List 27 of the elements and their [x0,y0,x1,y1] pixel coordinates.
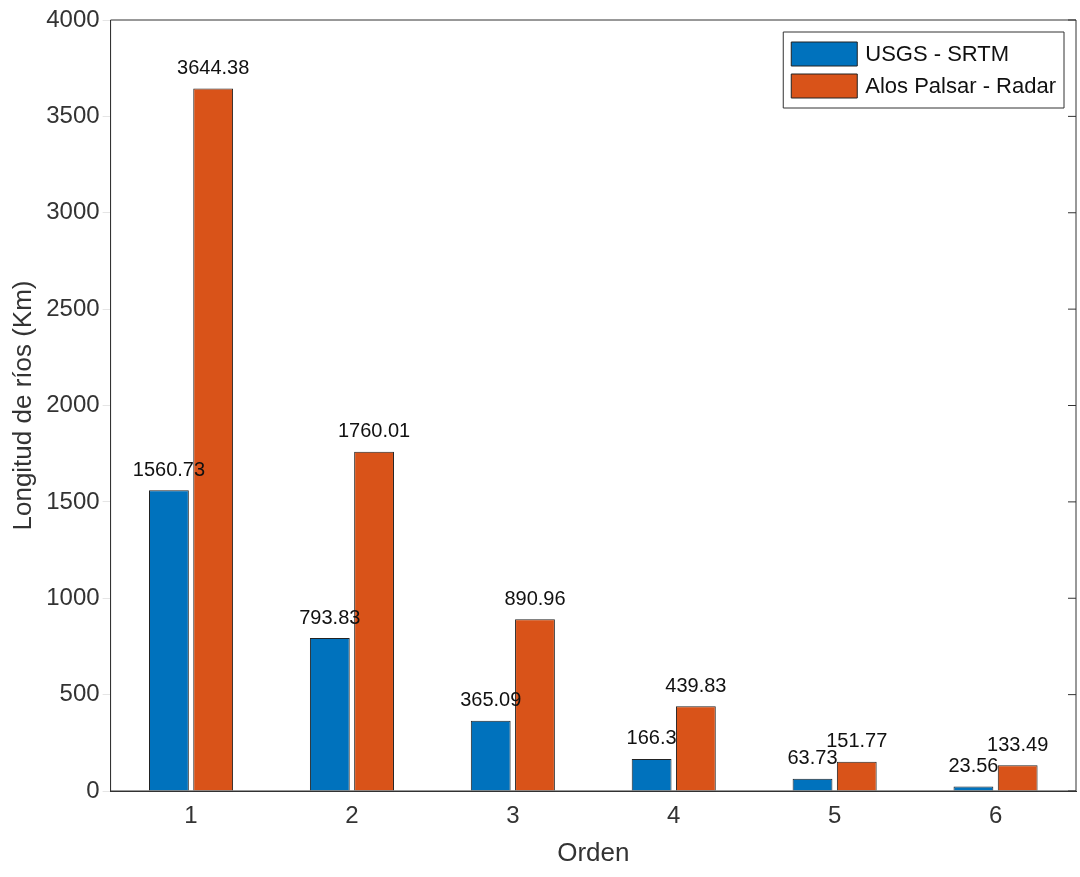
y-tick-label: 3500 [46,101,100,128]
x-axis-title: Orden [557,836,630,867]
data-label: 23.56 [948,753,999,776]
y-tick-label: 1000 [46,582,100,610]
data-label: 133.49 [987,732,1049,755]
x-tick-label: 4 [667,801,681,829]
y-tick-label: 1500 [46,486,100,514]
y-tick-label: 3000 [46,197,100,225]
x-tick-label: 3 [506,801,520,829]
x-tick-label: 2 [345,801,359,829]
y-tick-label: 2500 [46,293,100,321]
data-label: 1760.01 [337,419,411,442]
y-tick-label: 0 [86,775,100,803]
y-tick-label: 500 [59,679,100,707]
y-axis-title: Longitud de ríos (Km) [6,280,37,531]
x-tick-label: 5 [827,801,842,829]
x-tick-label: 6 [988,801,1003,829]
data-label: 890.96 [504,586,566,609]
y-tick-label: 2000 [46,390,100,418]
legend-label: USGS - SRTM [865,41,1010,67]
data-label: 439.83 [665,673,727,696]
data-label: 63.73 [787,746,838,769]
legend-label: Alos Palsar - Radar [865,73,1057,99]
y-tick-label: 4000 [46,4,100,32]
data-label: 166.3 [626,726,677,749]
x-tick-label: 1 [184,801,198,829]
data-label: 3644.38 [177,56,250,79]
